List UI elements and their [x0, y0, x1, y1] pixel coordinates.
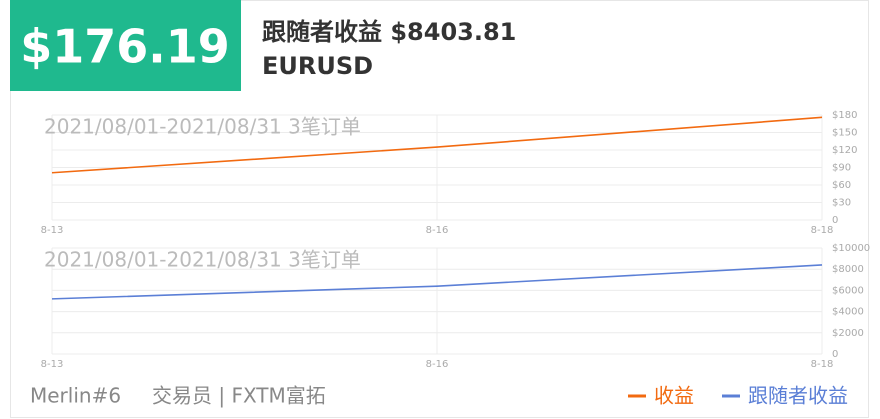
y-tick-label: $4000 [832, 307, 864, 318]
x-tick-label: 8-16 [426, 225, 449, 236]
y-tick-label: $10000 [832, 243, 870, 254]
y-tick-label: $2000 [832, 328, 864, 339]
y-tick-label: $6000 [832, 285, 864, 296]
chart-subtitle: 2021/08/01-2021/08/31 3笔订单 [44, 248, 361, 272]
y-tick-label: $180 [832, 110, 857, 121]
y-tick-label: $150 [832, 128, 857, 139]
chart-subtitle: 2021/08/01-2021/08/31 3笔订单 [44, 115, 361, 139]
x-tick-label: 8-13 [41, 225, 64, 236]
y-tick-label: $8000 [832, 264, 864, 275]
y-tick-label: $120 [832, 145, 857, 156]
y-tick-label: 0 [832, 215, 838, 226]
line [51, 116, 823, 174]
y-tick-label: $30 [832, 198, 851, 209]
x-tick-label: 8-18 [811, 225, 834, 236]
legend-label: 收益 [654, 384, 694, 408]
line [51, 264, 823, 300]
y-tick-label: 0 [832, 349, 838, 360]
broker: 交易员 | FXTM富拓 [152, 384, 326, 408]
amount: $176.19 [20, 20, 230, 74]
symbol: EURUSD [262, 52, 373, 80]
x-tick-label: 8-16 [426, 359, 449, 370]
trader: Merlin#6 [30, 384, 121, 408]
y-tick-label: $90 [832, 163, 851, 174]
legend-label: 跟随者收益 [748, 384, 848, 408]
y-tick-label: $60 [832, 180, 851, 191]
x-tick-label: 8-13 [41, 359, 64, 370]
header-title: 跟随者收益 $8403.81 [262, 18, 516, 46]
x-tick-label: 8-18 [811, 359, 834, 370]
amount-box [10, 0, 241, 91]
